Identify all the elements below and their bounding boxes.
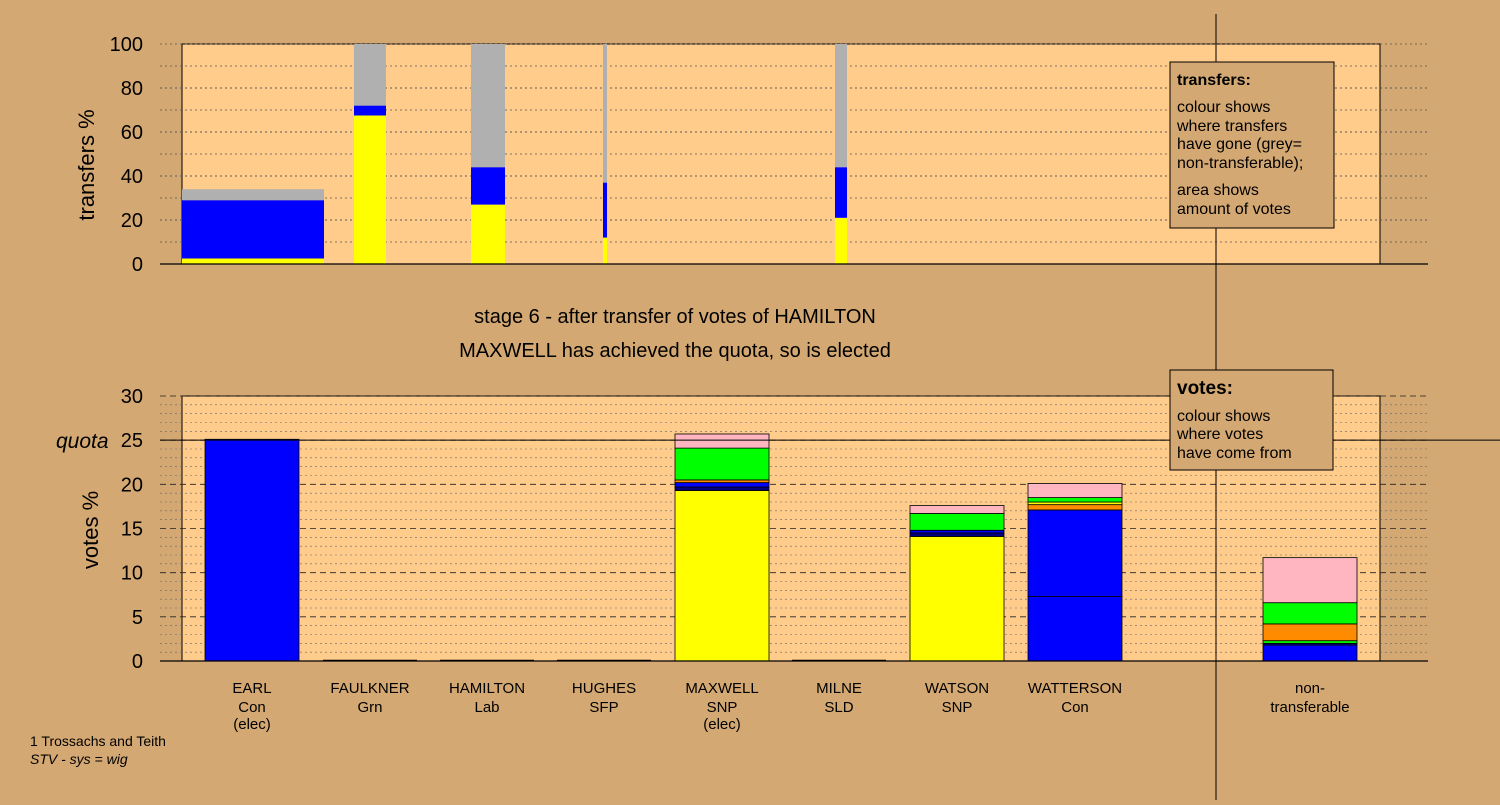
transfers-y-tick-label: 80 — [121, 78, 143, 100]
vote-bar-segment — [674, 447, 770, 481]
legend-transfers-line: area shows — [1177, 182, 1259, 199]
votes-y-ticks: 0 5 10 15 20 25 30 — [121, 386, 143, 673]
vote-bar-segment — [1262, 644, 1358, 662]
vote-bar-segment — [674, 490, 770, 662]
candidate-party-label: Con — [238, 699, 266, 716]
candidate-party-label: transferable — [1270, 699, 1349, 716]
vote-bar-segment — [674, 433, 770, 449]
transfer-bar-segment-faulkner — [354, 115, 386, 264]
candidate-name-label: MAXWELL — [685, 680, 758, 697]
vote-bars — [204, 433, 1358, 662]
votes-y-tick-label: 0 — [132, 651, 143, 673]
transfer-bar-segment-hamilton — [471, 167, 505, 205]
vote-bar-segment — [1262, 623, 1358, 642]
candidate-name-label: FAULKNER — [330, 680, 409, 697]
candidate-name-label: WATTERSON — [1028, 680, 1122, 697]
candidate-name-label: WATSON — [925, 680, 989, 697]
vote-bar-segment — [674, 486, 770, 491]
legend-transfers-line: amount of votes — [1177, 201, 1291, 218]
candidate-party-label: Lab — [474, 699, 499, 716]
vote-bar-segment — [1262, 557, 1358, 604]
legend-transfers: transfers: colour shows where transfers … — [1169, 61, 1335, 229]
votes-y-tick-label: 10 — [121, 563, 143, 585]
transfer-bar-segment-milne — [835, 217, 847, 264]
vote-bar-segment — [1027, 483, 1123, 498]
candidate-name-label: non- — [1295, 680, 1325, 697]
transfer-bar-segment-milne — [835, 167, 847, 218]
votes-y-tick-label: 25 — [121, 430, 143, 452]
system-label: STV - sys = wig — [30, 751, 128, 767]
transfers-y-tick-label: 60 — [121, 122, 143, 144]
candidate-name-label: EARL — [232, 680, 271, 697]
legend-votes-line: where votes — [1176, 426, 1263, 443]
transfers-y-tick-label: 40 — [121, 166, 143, 188]
transfers-y-tick-label: 0 — [132, 254, 143, 276]
candidate-party-label: SLD — [824, 699, 853, 716]
legend-votes: votes: colour shows where votes have com… — [1169, 369, 1334, 471]
votes-y-tick-label: 15 — [121, 519, 143, 541]
transfer-bar-segment-hamilton — [471, 204, 505, 264]
vote-bar-segment — [1262, 602, 1358, 625]
votes-y-tick-label: 5 — [132, 607, 143, 629]
quota-label: quota — [56, 430, 109, 453]
vote-bar-segment — [909, 505, 1005, 514]
transfer-bars — [182, 44, 847, 264]
stage-title: stage 6 - after transfer of votes of HAM… — [474, 306, 876, 328]
stage-subtitle: MAXWELL has achieved the quota, so is el… — [459, 340, 891, 362]
transfer-bar-segment-earl — [182, 258, 324, 264]
candidate-party-label: SNP — [707, 699, 738, 716]
transfer-bar-segment-milne — [835, 44, 847, 168]
transfer-bar-segment-earl — [182, 189, 324, 201]
votes-y-tick-label: 20 — [121, 474, 143, 496]
legend-votes-line: colour shows — [1177, 408, 1270, 425]
transfer-bar-segment-faulkner — [354, 105, 386, 116]
transfers-y-tick-label: 100 — [110, 34, 143, 56]
vote-bar-segment — [674, 482, 770, 488]
legend-votes-line: have come from — [1177, 445, 1292, 462]
transfer-bar-segment-hughes — [603, 237, 607, 264]
candidate-labels: EARLCon(elec)FAULKNERGrnHAMILTONLabHUGHE… — [232, 680, 1349, 733]
transfer-bar-segment-earl — [182, 200, 324, 259]
vote-bar-segment — [1027, 509, 1123, 597]
transfers-y-axis-label: transfers % — [74, 109, 99, 220]
candidate-status-label: (elec) — [703, 716, 741, 733]
transfer-bar-segment-hamilton — [471, 44, 505, 168]
candidate-status-label: (elec) — [233, 716, 271, 733]
transfers-y-ticks: 0 20 40 60 80 100 — [110, 34, 143, 276]
candidate-party-label: Con — [1061, 699, 1089, 716]
votes-y-tick-label: 30 — [121, 386, 143, 408]
vote-bar-segment — [1027, 497, 1123, 503]
candidate-party-label: SNP — [942, 699, 973, 716]
vote-bar-segment — [1027, 504, 1123, 511]
legend-transfers-line: colour shows — [1177, 99, 1270, 116]
transfers-y-tick-label: 20 — [121, 210, 143, 232]
legend-transfers-line: where transfers — [1176, 118, 1287, 135]
transfer-bar-segment-faulkner — [354, 44, 386, 106]
candidate-party-label: SFP — [589, 699, 618, 716]
constituency-label: 1 Trossachs and Teith — [30, 733, 166, 749]
votes-y-axis-label: votes % — [78, 491, 103, 569]
legend-transfers-line: have gone (grey= — [1177, 136, 1302, 153]
candidate-name-label: HUGHES — [572, 680, 636, 697]
legend-transfers-title: transfers: — [1177, 72, 1251, 89]
legend-votes-title: votes: — [1177, 378, 1233, 399]
vote-bar-segment — [1027, 596, 1123, 662]
candidate-party-label: Grn — [357, 699, 382, 716]
transfer-bar-segment-hughes — [603, 44, 607, 183]
vote-bar-segment — [909, 513, 1005, 531]
candidate-name-label: MILNE — [816, 680, 862, 697]
vote-bar-segment — [909, 536, 1005, 662]
legend-transfers-line: non-transferable); — [1177, 155, 1303, 172]
vote-bar-segment — [909, 532, 1005, 537]
transfer-bar-segment-hughes — [603, 182, 607, 238]
candidate-name-label: HAMILTON — [449, 680, 525, 697]
vote-bar-segment — [204, 438, 300, 662]
